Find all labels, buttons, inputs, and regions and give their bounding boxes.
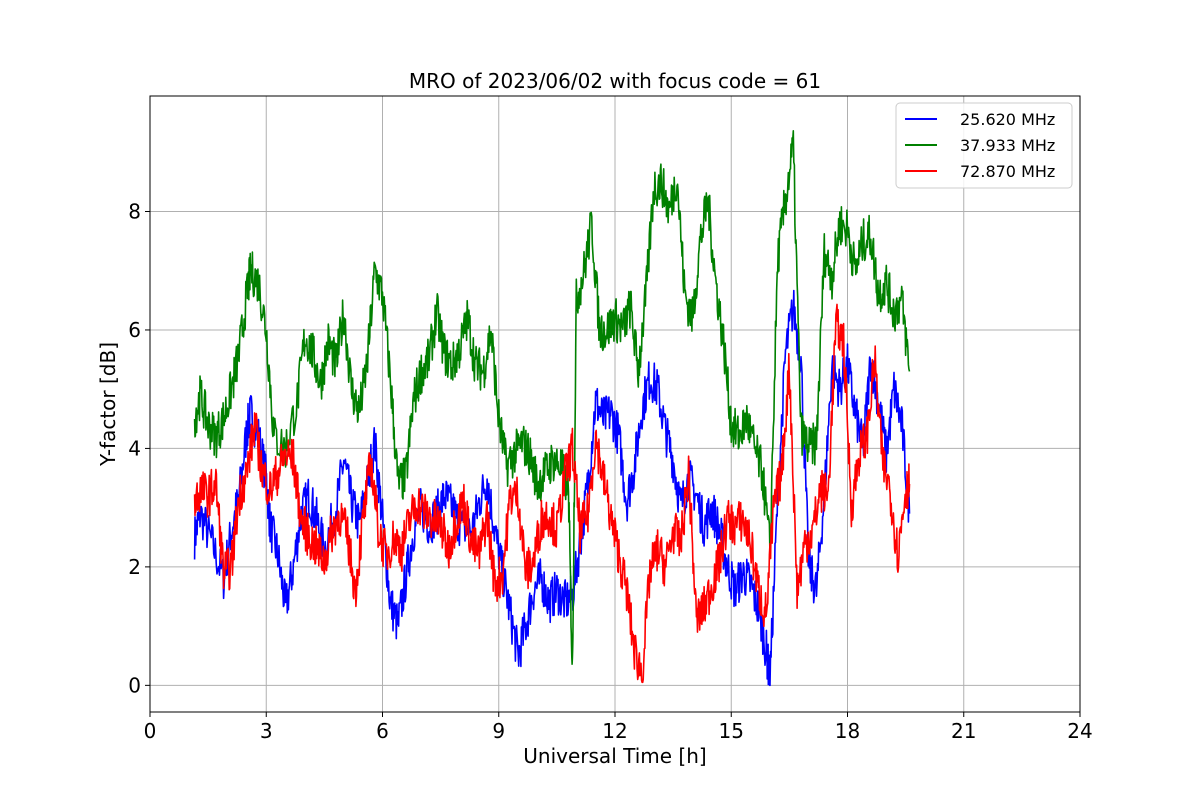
y-tick-label: 4 [128,436,141,460]
legend-box [895,102,1073,189]
series-line-25-620-MHz [193,289,911,687]
x-tick-label: 12 [602,719,627,743]
series-line-37-933-MHz [193,130,911,666]
x-tick-label: 15 [719,719,744,743]
legend-label-72-870: 72.870 MHz [960,162,1055,181]
legend-label-37-933: 37.933 MHz [960,136,1055,155]
x-tick-label: 6 [376,719,389,743]
y-tick-label: 6 [128,318,141,342]
legend-label-25-620: 25.620 MHz [960,110,1055,129]
y-axis-label: Y-factor [dB] [96,342,120,467]
x-tick-label: 21 [951,719,976,743]
series-line-72-870-MHz [193,303,911,684]
x-tick-label: 0 [144,719,157,743]
x-tick-label: 24 [1067,719,1092,743]
chart-title: MRO of 2023/06/02 with focus code = 61 [409,69,821,93]
y-tick-label: 0 [128,673,141,697]
x-axis-label: Universal Time [h] [523,744,706,768]
x-tick-label: 18 [835,719,860,743]
x-tick-label: 9 [492,719,505,743]
legend: 25.620 MHz 37.933 MHz 72.870 MHz [895,102,1073,189]
y-tick-label: 2 [128,555,141,579]
series-group [193,130,911,687]
x-tick-label: 3 [260,719,273,743]
y-tick-label: 8 [128,200,141,224]
